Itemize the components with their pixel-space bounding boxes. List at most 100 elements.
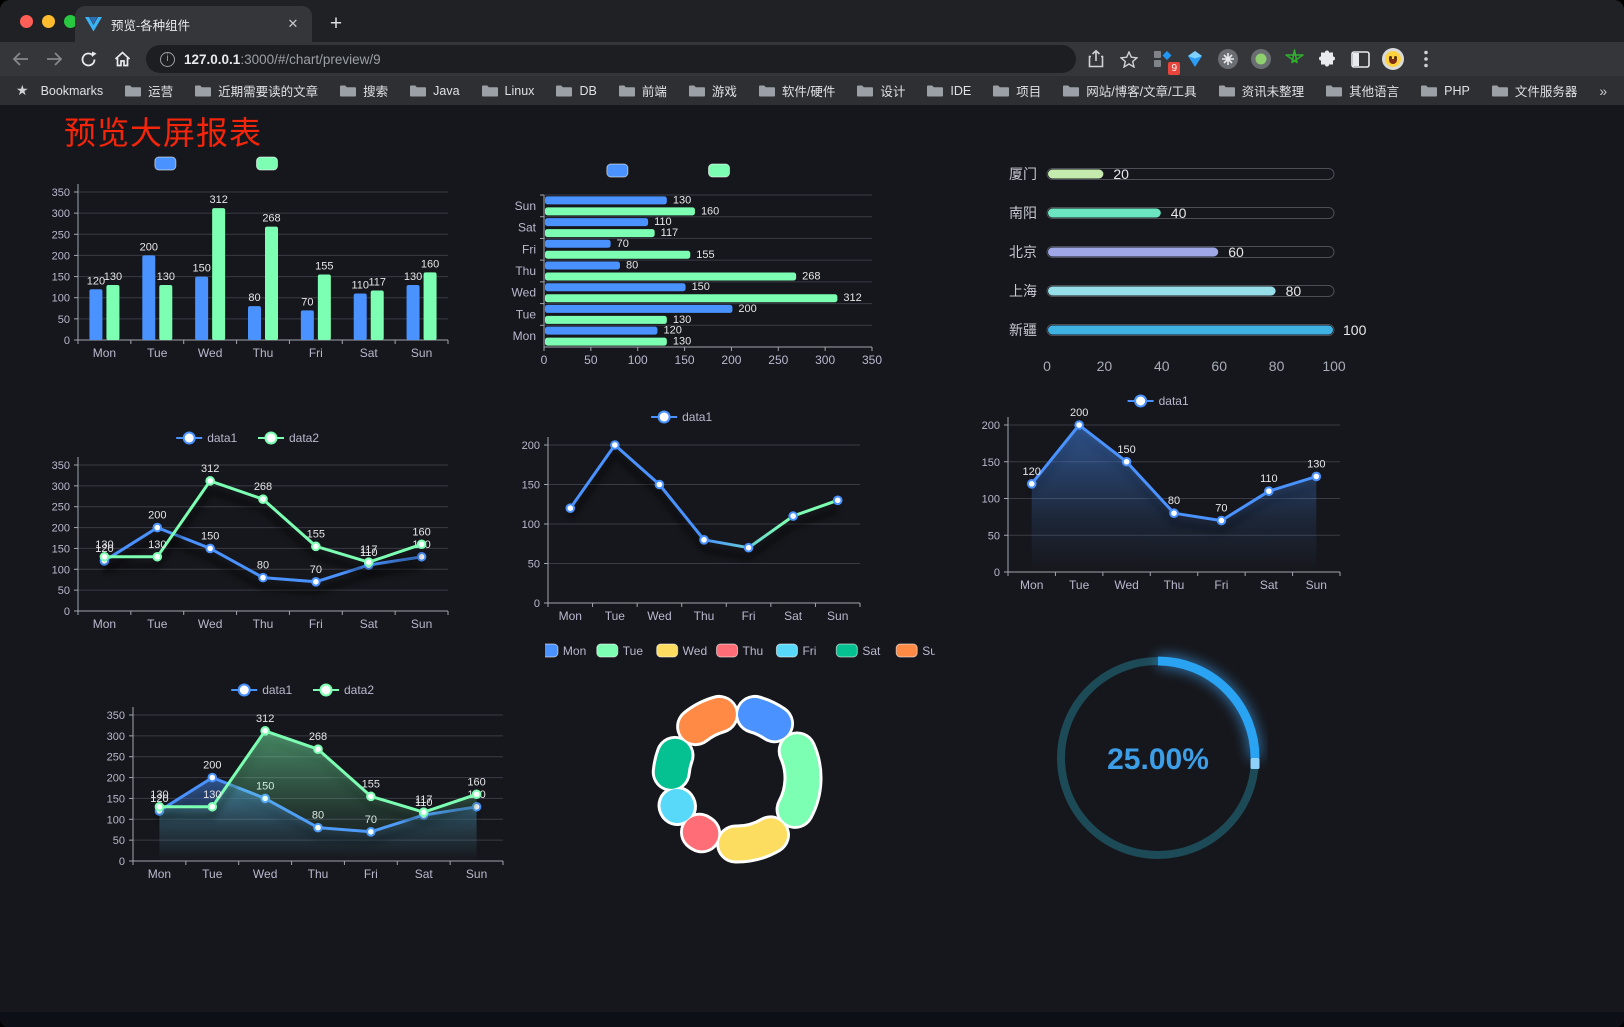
bookmark-folder-item[interactable]: 软件/硬件 xyxy=(753,79,841,102)
bookmark-folder-item[interactable]: 其他语言 xyxy=(1320,79,1405,102)
folder-icon xyxy=(125,85,142,96)
forward-button[interactable] xyxy=(40,45,68,73)
bookmark-folder-label: 网站/博客/文章/工具 xyxy=(1086,85,1197,99)
svg-text:Tue: Tue xyxy=(147,617,168,631)
svg-text:150: 150 xyxy=(692,281,710,293)
single-series-area-chart[interactable]: data1 0 50 100 150 200 Mon Tue Wed Thu Fri Sat Sun 12… xyxy=(968,388,1353,603)
svg-text:Thu: Thu xyxy=(253,617,274,631)
svg-text:Mon: Mon xyxy=(513,329,536,343)
svg-text:Wed: Wed xyxy=(647,609,671,623)
bookmark-folder-item[interactable]: 运营 xyxy=(119,79,179,102)
browser-tab[interactable]: 预览-各种组件 ✕ xyxy=(75,6,312,42)
horizontal-bar-chart[interactable]: Sun Sat Fri Thu Wed Tue Mon 0 50 100 150 200 250 300 3… xyxy=(502,155,902,370)
new-tab-button[interactable]: + xyxy=(329,12,343,35)
bookmark-folder-item[interactable]: 文件服务器 xyxy=(1486,79,1584,102)
two-series-area-chart[interactable]: data1 data2 0 50 100 150 200 250 300 350 Mon Tue Wed… xyxy=(95,675,515,890)
svg-text:Sat: Sat xyxy=(360,617,379,631)
svg-text:100: 100 xyxy=(1343,322,1367,338)
extensions-puzzle-icon[interactable] xyxy=(1314,46,1340,72)
svg-text:160: 160 xyxy=(701,205,719,217)
close-window-button[interactable] xyxy=(20,15,33,28)
svg-text:200: 200 xyxy=(52,523,70,535)
bookmark-folder-label: 游戏 xyxy=(711,85,737,99)
gauge-ring-chart[interactable]: 25.00% xyxy=(1048,643,1268,871)
extension-grid-diamond-icon[interactable]: 9 xyxy=(1149,46,1180,75)
home-button[interactable] xyxy=(108,45,136,73)
share-icon[interactable] xyxy=(1083,46,1109,72)
svg-text:data2: data2 xyxy=(289,431,319,445)
bookmark-folder-item[interactable]: Java xyxy=(404,82,465,100)
svg-text:80: 80 xyxy=(626,260,638,272)
vue-devtools-icon[interactable] xyxy=(1182,46,1208,72)
bookmarks-overflow-chevron[interactable]: » xyxy=(1599,82,1608,99)
svg-text:130: 130 xyxy=(673,336,691,348)
bookmark-folder-item[interactable]: Linux xyxy=(476,82,541,100)
svg-text:0: 0 xyxy=(64,606,70,618)
grouped-bar-chart[interactable]: 0 50 100 150 200 250 300 350 Mon Tue Wed Thu Fri Sat S… xyxy=(40,150,460,365)
reload-button[interactable] xyxy=(74,45,102,73)
bookmarks-manager-item[interactable]: Bookmarks xyxy=(35,82,110,100)
address-bar[interactable]: i 127.0.0.1:3000/#/chart/preview/9 xyxy=(146,45,1076,73)
two-series-line-chart[interactable]: data1 data2 0 50 100 150 200 250 300 350 Mon Tue Wed… xyxy=(40,425,460,640)
bookmark-folder-item[interactable]: 游戏 xyxy=(683,79,743,102)
svg-text:300: 300 xyxy=(107,731,125,743)
bookmark-folder-item[interactable]: 资讯未整理 xyxy=(1213,79,1311,102)
donut-chart[interactable]: Mon Tue Wed Thu Fri Sat Sun xyxy=(545,633,935,868)
svg-text:Sun: Sun xyxy=(466,867,487,881)
toolbar: i 127.0.0.1:3000/#/chart/preview/9 9 xyxy=(0,42,1624,76)
green-star-extension-icon[interactable] xyxy=(1281,46,1307,72)
progress-bar-chart[interactable]: 厦门 20 南阳 40 北京 60 上海 80 新疆 100 0 20 40 60 80 100 xyxy=(985,150,1380,385)
site-info-icon[interactable]: i xyxy=(160,51,175,67)
svg-text:200: 200 xyxy=(522,440,540,452)
zoom-window-button[interactable] xyxy=(64,15,77,28)
bookmark-folder-item[interactable]: 设计 xyxy=(851,79,911,102)
svg-text:110: 110 xyxy=(1260,473,1278,485)
back-button[interactable] xyxy=(6,45,34,73)
bookmark-folder-list: 运营 近期需要读的文章 搜索 Java Linux DB 前端 游戏 软件/硬件 设计 IDE 项目 网… xyxy=(119,79,1593,102)
svg-text:268: 268 xyxy=(254,481,272,493)
svg-text:Sat: Sat xyxy=(784,609,803,623)
gradient-line-chart[interactable]: data1 0 50 100 150 200 Mon Tue Wed Thu Fri Sat Sun xyxy=(498,403,870,625)
bookmark-folder-item[interactable]: PHP xyxy=(1415,82,1476,100)
svg-text:Sun: Sun xyxy=(411,346,432,360)
green-dot-extension-icon[interactable] xyxy=(1248,46,1274,72)
bookmark-folder-item[interactable]: 网站/博客/文章/工具 xyxy=(1057,79,1202,102)
svg-text:Fri: Fri xyxy=(1214,578,1228,592)
svg-text:155: 155 xyxy=(696,249,714,261)
svg-text:Sun: Sun xyxy=(827,609,848,623)
svg-text:200: 200 xyxy=(140,241,158,253)
svg-text:130: 130 xyxy=(673,194,691,206)
svg-text:200: 200 xyxy=(107,773,125,785)
svg-text:130: 130 xyxy=(157,271,175,283)
folder-icon xyxy=(1063,85,1080,96)
minimize-window-button[interactable] xyxy=(42,15,55,28)
bookmark-folder-item[interactable]: 项目 xyxy=(987,79,1047,102)
folder-icon xyxy=(758,85,775,96)
folder-icon xyxy=(481,85,498,96)
bookmark-folder-item[interactable]: 搜索 xyxy=(334,79,394,102)
bookmarks-manager-star-icon[interactable]: ★ xyxy=(16,82,29,98)
folder-icon xyxy=(688,85,705,96)
svg-text:新疆: 新疆 xyxy=(1009,322,1037,338)
gray-circle-extension-icon[interactable] xyxy=(1215,46,1241,72)
svg-text:Thu: Thu xyxy=(308,867,329,881)
svg-text:117: 117 xyxy=(661,227,679,239)
svg-text:20: 20 xyxy=(1113,166,1129,182)
svg-text:Mon: Mon xyxy=(563,644,586,658)
svg-text:100: 100 xyxy=(628,353,648,367)
bookmark-folder-item[interactable]: 近期需要读的文章 xyxy=(189,79,324,102)
svg-text:50: 50 xyxy=(528,559,540,571)
bookmark-star-icon[interactable] xyxy=(1116,46,1142,72)
bookmark-folder-item[interactable]: IDE xyxy=(921,82,977,100)
bookmark-folder-item[interactable]: 前端 xyxy=(613,79,673,102)
side-panel-icon[interactable] xyxy=(1347,46,1373,72)
bookmark-folder-item[interactable]: DB xyxy=(550,82,602,100)
svg-text:Thu: Thu xyxy=(253,346,274,360)
browser-menu-kebab-icon[interactable] xyxy=(1413,46,1439,72)
tab-close-icon[interactable]: ✕ xyxy=(287,16,299,31)
svg-text:Thu: Thu xyxy=(515,264,536,278)
svg-text:70: 70 xyxy=(1215,503,1227,515)
profile-avatar-emoji-icon[interactable] xyxy=(1380,46,1406,72)
folder-icon xyxy=(857,85,874,96)
